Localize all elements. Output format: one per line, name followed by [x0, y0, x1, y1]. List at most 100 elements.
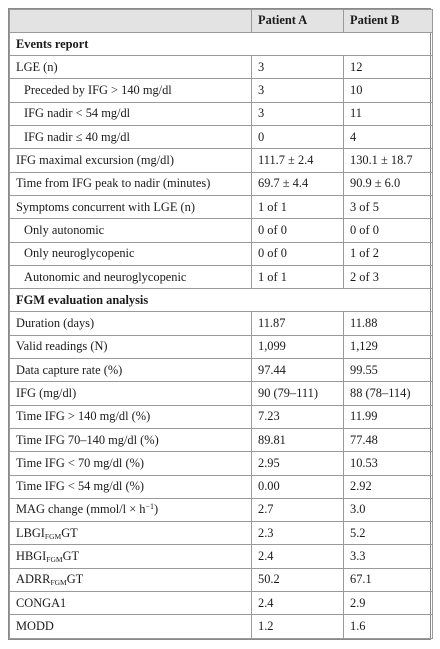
patient-b-value: 3.3: [343, 544, 433, 569]
row-label: Time IFG > 140 mg/dl (%): [9, 404, 252, 429]
table-row: MAG change (mmol/l × h−1) 2.7 3.0: [9, 497, 433, 523]
row-label-text: ADRR: [16, 572, 51, 587]
patient-b-value: 1.6: [343, 614, 433, 639]
row-label: Autonomic and neuroglycopenic: [9, 264, 252, 290]
patient-a-value: 0: [251, 125, 344, 150]
table-row: Time IFG 70–140 mg/dl (%) 89.81 77.48: [9, 427, 433, 453]
patient-b-value: 11.99: [343, 404, 433, 429]
patient-b-value: 3.0: [343, 497, 433, 523]
table-row: HBGIFGMGT 2.4 3.3: [9, 544, 433, 569]
patient-a-value: 97.44: [251, 358, 344, 383]
row-label-text: Only neuroglycopenic: [24, 246, 135, 261]
row-label-subscript: FGM: [46, 555, 63, 565]
row-label: IFG nadir ≤ 40 mg/dl: [9, 125, 252, 150]
row-label: LGE (n): [9, 55, 252, 80]
table-row: CONGA1 2.4 2.9: [9, 591, 433, 616]
patient-a-value: 3: [251, 101, 344, 127]
row-label-text: LGE (n): [16, 59, 58, 74]
row-label-text: Time IFG > 140 mg/dl (%): [16, 409, 151, 424]
row-label-text: LBGI: [16, 525, 45, 540]
patient-b-value: 10: [343, 78, 433, 103]
patient-a-value: 50.2: [251, 567, 344, 593]
table-row: LGE (n) 3 12: [9, 55, 433, 80]
row-label-text: IFG maximal excursion (mg/dl): [16, 153, 174, 168]
row-label-text: Time from IFG peak to nadir (minutes): [16, 176, 211, 191]
data-table-frame: Patient A Patient B Events report LGE (n)…: [8, 8, 433, 640]
row-label-tail: GT: [61, 525, 78, 540]
row-label-superscript: −1: [145, 502, 155, 512]
patient-a-value: 2.4: [251, 591, 344, 616]
patient-b-value: 12: [343, 55, 433, 80]
patient-b-value: 4: [343, 125, 433, 150]
row-label-text: Time IFG 70–140 mg/dl (%): [16, 432, 159, 447]
row-label: CONGA1: [9, 591, 252, 616]
patient-a-value: 1 of 1: [251, 264, 344, 290]
table-row: IFG nadir < 54 mg/dl 3 11: [9, 101, 433, 127]
patient-a-value: 7.23: [251, 404, 344, 429]
patient-b-value: 67.1: [343, 567, 433, 593]
row-label: Only autonomic: [9, 218, 252, 243]
row-label: MAG change (mmol/l × h−1): [9, 497, 252, 523]
row-label: Symptoms concurrent with LGE (n): [9, 194, 252, 220]
patient-b-value: 11.88: [343, 311, 433, 336]
table-row: Valid readings (N) 1,099 1,129: [9, 334, 433, 360]
row-label-text: Time IFG < 54 mg/dl (%): [16, 479, 145, 494]
table-row: Duration (days) 11.87 11.88: [9, 311, 433, 336]
patient-a-value: 2.7: [251, 497, 344, 523]
section-header-row: Events report: [9, 31, 433, 57]
row-label: LBGIFGMGT: [9, 521, 252, 546]
row-label: Time IFG < 54 mg/dl (%): [9, 474, 252, 499]
row-label: IFG (mg/dl): [9, 381, 252, 406]
table-row: Preceded by IFG > 140 mg/dl 3 10: [9, 78, 433, 103]
row-label-text: Duration (days): [16, 316, 95, 331]
patient-a-value: 90 (79–111): [251, 381, 344, 406]
row-label: MODD: [9, 614, 252, 639]
table-header-row: Patient A Patient B: [9, 9, 433, 33]
header-patient-a: Patient A: [251, 9, 344, 33]
row-label-text: MAG change (mmol/l × h: [16, 502, 146, 517]
patient-a-value: 1.2: [251, 614, 344, 639]
table-row: IFG (mg/dl) 90 (79–111) 88 (78–114): [9, 381, 433, 406]
patient-b-value: 99.55: [343, 358, 433, 383]
table-row: IFG maximal excursion (mg/dl) 111.7 ± 2.4…: [9, 148, 433, 173]
row-label-tail: GT: [66, 572, 84, 587]
row-label: Time IFG < 70 mg/dl (%): [9, 451, 252, 476]
patient-b-value: 10.53: [343, 451, 433, 476]
row-label-text: IFG nadir < 54 mg/dl: [24, 106, 131, 121]
table-row: MODD 1.2 1.6: [9, 614, 433, 639]
section-header-row: FGM evaluation analysis: [9, 288, 433, 313]
row-label: IFG maximal excursion (mg/dl): [9, 148, 252, 173]
row-label-text: Data capture rate (%): [16, 362, 123, 377]
header-patient-b: Patient B: [343, 9, 433, 33]
patient-a-value: 2.3: [251, 521, 344, 546]
patient-a-value: 0 of 0: [251, 241, 344, 266]
patient-a-value: 3: [251, 55, 344, 80]
row-label-text: Symptoms concurrent with LGE (n): [16, 199, 195, 214]
row-label-text: CONGA1: [16, 595, 67, 610]
table-row: Time IFG > 140 mg/dl (%) 7.23 11.99: [9, 404, 433, 429]
patient-a-value: 89.81: [251, 427, 344, 453]
patient-a-value: 1,099: [251, 334, 344, 360]
row-label-text: MODD: [16, 619, 54, 634]
row-label-text: Valid readings (N): [16, 339, 108, 354]
row-label: Valid readings (N): [9, 334, 252, 360]
patient-a-value: 2.95: [251, 451, 344, 476]
row-label-text: IFG (mg/dl): [16, 385, 77, 400]
table-body: Events report LGE (n) 3 12 Preceded by IFG >…: [9, 31, 433, 639]
table-row: LBGIFGMGT 2.3 5.2: [9, 521, 433, 546]
row-label: Only neuroglycopenic: [9, 241, 252, 266]
patient-b-value: 11: [343, 101, 433, 127]
patient-a-value: 0.00: [251, 474, 344, 499]
patient-b-value: 5.2: [343, 521, 433, 546]
row-label: Duration (days): [9, 311, 252, 336]
section-title: FGM evaluation analysis: [9, 288, 433, 313]
patient-b-value: 77.48: [343, 427, 433, 453]
row-label-text: Preceded by IFG > 140 mg/dl: [24, 83, 172, 98]
patient-b-value: 0 of 0: [343, 218, 433, 243]
patient-b-value: 2 of 3: [343, 264, 433, 290]
row-label: Data capture rate (%): [9, 358, 252, 383]
table-row: Time IFG < 70 mg/dl (%) 2.95 10.53: [9, 451, 433, 476]
row-label-subscript: FGM: [50, 578, 67, 588]
row-label-text: Autonomic and neuroglycopenic: [24, 269, 187, 284]
